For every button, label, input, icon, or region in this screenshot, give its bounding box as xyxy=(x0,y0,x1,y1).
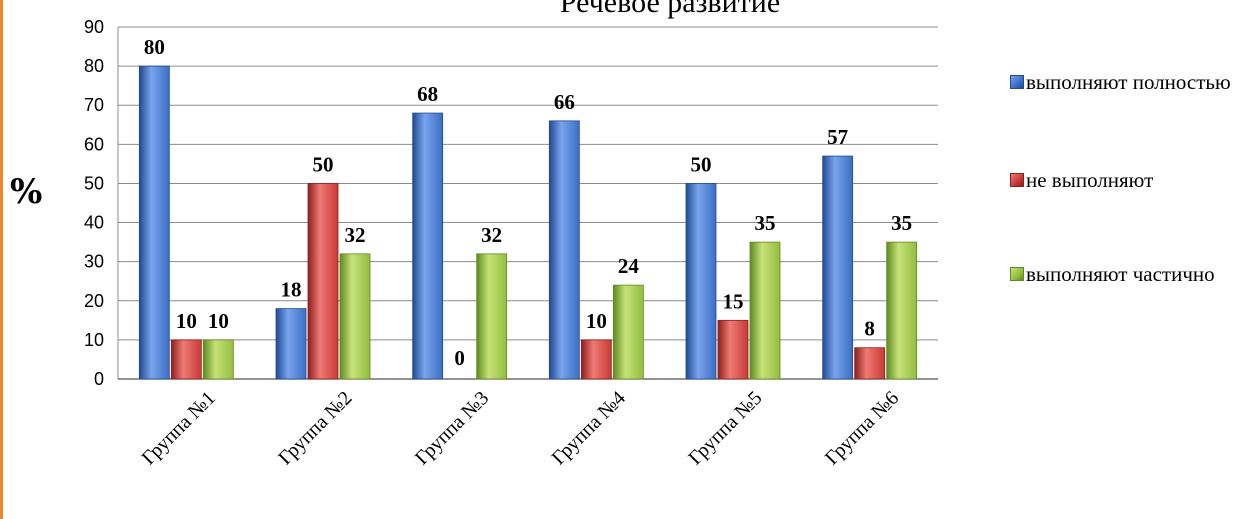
data-label: 18 xyxy=(281,278,302,302)
data-label: 10 xyxy=(176,309,197,333)
bar-full xyxy=(412,112,444,380)
legend-swatch-full xyxy=(1010,75,1024,89)
y-tick-label: 0 xyxy=(94,369,104,389)
y-tick-label: 20 xyxy=(84,291,104,311)
x-tick-label: Группа №1 xyxy=(138,387,220,469)
bar-partial xyxy=(202,339,234,380)
data-label: 57 xyxy=(827,125,848,149)
y-tick-label: 30 xyxy=(84,252,104,272)
bar-partial xyxy=(339,253,371,380)
data-label: 68 xyxy=(417,82,438,106)
x-tick-label: Группа №6 xyxy=(821,387,903,469)
bar-not xyxy=(854,347,886,380)
data-label: 50 xyxy=(691,152,712,176)
bar-full xyxy=(822,155,854,380)
y-tick-label: 80 xyxy=(84,56,104,76)
chart-title: Речевое развитие xyxy=(559,0,781,19)
y-tick-label: 50 xyxy=(84,173,104,193)
bar-partial xyxy=(749,241,781,380)
bar-not xyxy=(580,339,612,380)
data-label: 24 xyxy=(618,254,640,278)
y-tick-label: 40 xyxy=(84,213,104,233)
bar-partial xyxy=(612,284,644,380)
x-tick-label: Группа №4 xyxy=(548,387,630,469)
legend-swatch-partial xyxy=(1010,267,1024,281)
data-label: 0 xyxy=(454,346,465,370)
data-label: 10 xyxy=(208,309,229,333)
data-label: 66 xyxy=(554,90,575,114)
bar-not xyxy=(717,319,749,380)
y-tick-label: 90 xyxy=(84,17,104,37)
bar-full xyxy=(548,120,580,380)
bar-partial xyxy=(476,253,508,380)
legend-label-partial: выполняют частично xyxy=(1026,262,1215,286)
bar-full xyxy=(275,308,307,380)
data-label: 35 xyxy=(755,211,776,235)
x-tick-label: Группа №2 xyxy=(274,387,356,469)
data-label: 32 xyxy=(345,223,366,247)
x-tick-label: Группа №3 xyxy=(411,387,493,469)
bar-not xyxy=(307,183,339,380)
y-tick-label: 60 xyxy=(84,134,104,154)
y-axis-label: % xyxy=(10,172,43,212)
data-label: 80 xyxy=(144,35,165,59)
data-label: 10 xyxy=(586,309,607,333)
y-tick-label: 70 xyxy=(84,95,104,115)
bar-not xyxy=(170,339,202,380)
bar-full xyxy=(685,183,717,380)
bar-full xyxy=(138,65,170,380)
legend-label-not: не выполняют xyxy=(1026,168,1154,192)
data-label: 35 xyxy=(891,211,912,235)
y-tick-label: 10 xyxy=(84,330,104,350)
data-label: 32 xyxy=(481,223,502,247)
x-tick-label: Группа №5 xyxy=(684,387,766,469)
legend-swatch-not xyxy=(1010,173,1024,187)
data-label: 50 xyxy=(313,152,334,176)
legend-label-full: выполняют полностью xyxy=(1026,70,1231,94)
bar-partial xyxy=(886,241,918,380)
data-label: 8 xyxy=(864,317,875,341)
data-label: 15 xyxy=(723,289,744,313)
left-accent-line xyxy=(0,0,3,519)
